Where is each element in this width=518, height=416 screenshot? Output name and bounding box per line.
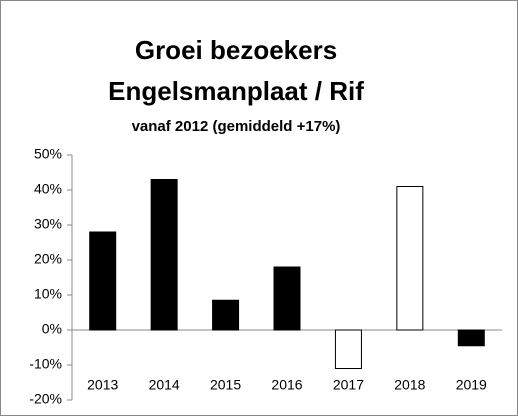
x-tick-label: 2016	[271, 377, 302, 393]
chart-subtitle: Engelsmanplaat / Rif	[108, 76, 364, 106]
bar	[150, 179, 178, 331]
y-tick-label: 0%	[42, 321, 62, 337]
bar	[212, 299, 240, 331]
x-tick-label: 2019	[456, 377, 487, 393]
x-tick-label: 2013	[87, 377, 118, 393]
y-tick-label: -20%	[29, 391, 62, 407]
y-tick-label: 30%	[34, 216, 62, 232]
bar	[89, 231, 117, 331]
chart-title: Groei bezoekers	[135, 35, 337, 65]
y-tick-label: 50%	[34, 146, 62, 162]
x-tick-label: 2014	[149, 377, 180, 393]
bar	[457, 329, 485, 347]
chart-annotation: vanaf 2012 (gemiddeld +17%)	[132, 118, 341, 135]
x-tick-label: 2017	[333, 377, 364, 393]
y-tick-label: 10%	[34, 286, 62, 302]
y-tick-label: -10%	[29, 356, 62, 372]
x-tick-label: 2018	[394, 377, 425, 393]
x-tick-label: 2015	[210, 377, 241, 393]
bar	[334, 329, 362, 369]
bar	[396, 186, 424, 331]
bar	[273, 266, 301, 331]
y-tick-label: 20%	[34, 251, 62, 267]
y-tick-label: 40%	[34, 181, 62, 197]
